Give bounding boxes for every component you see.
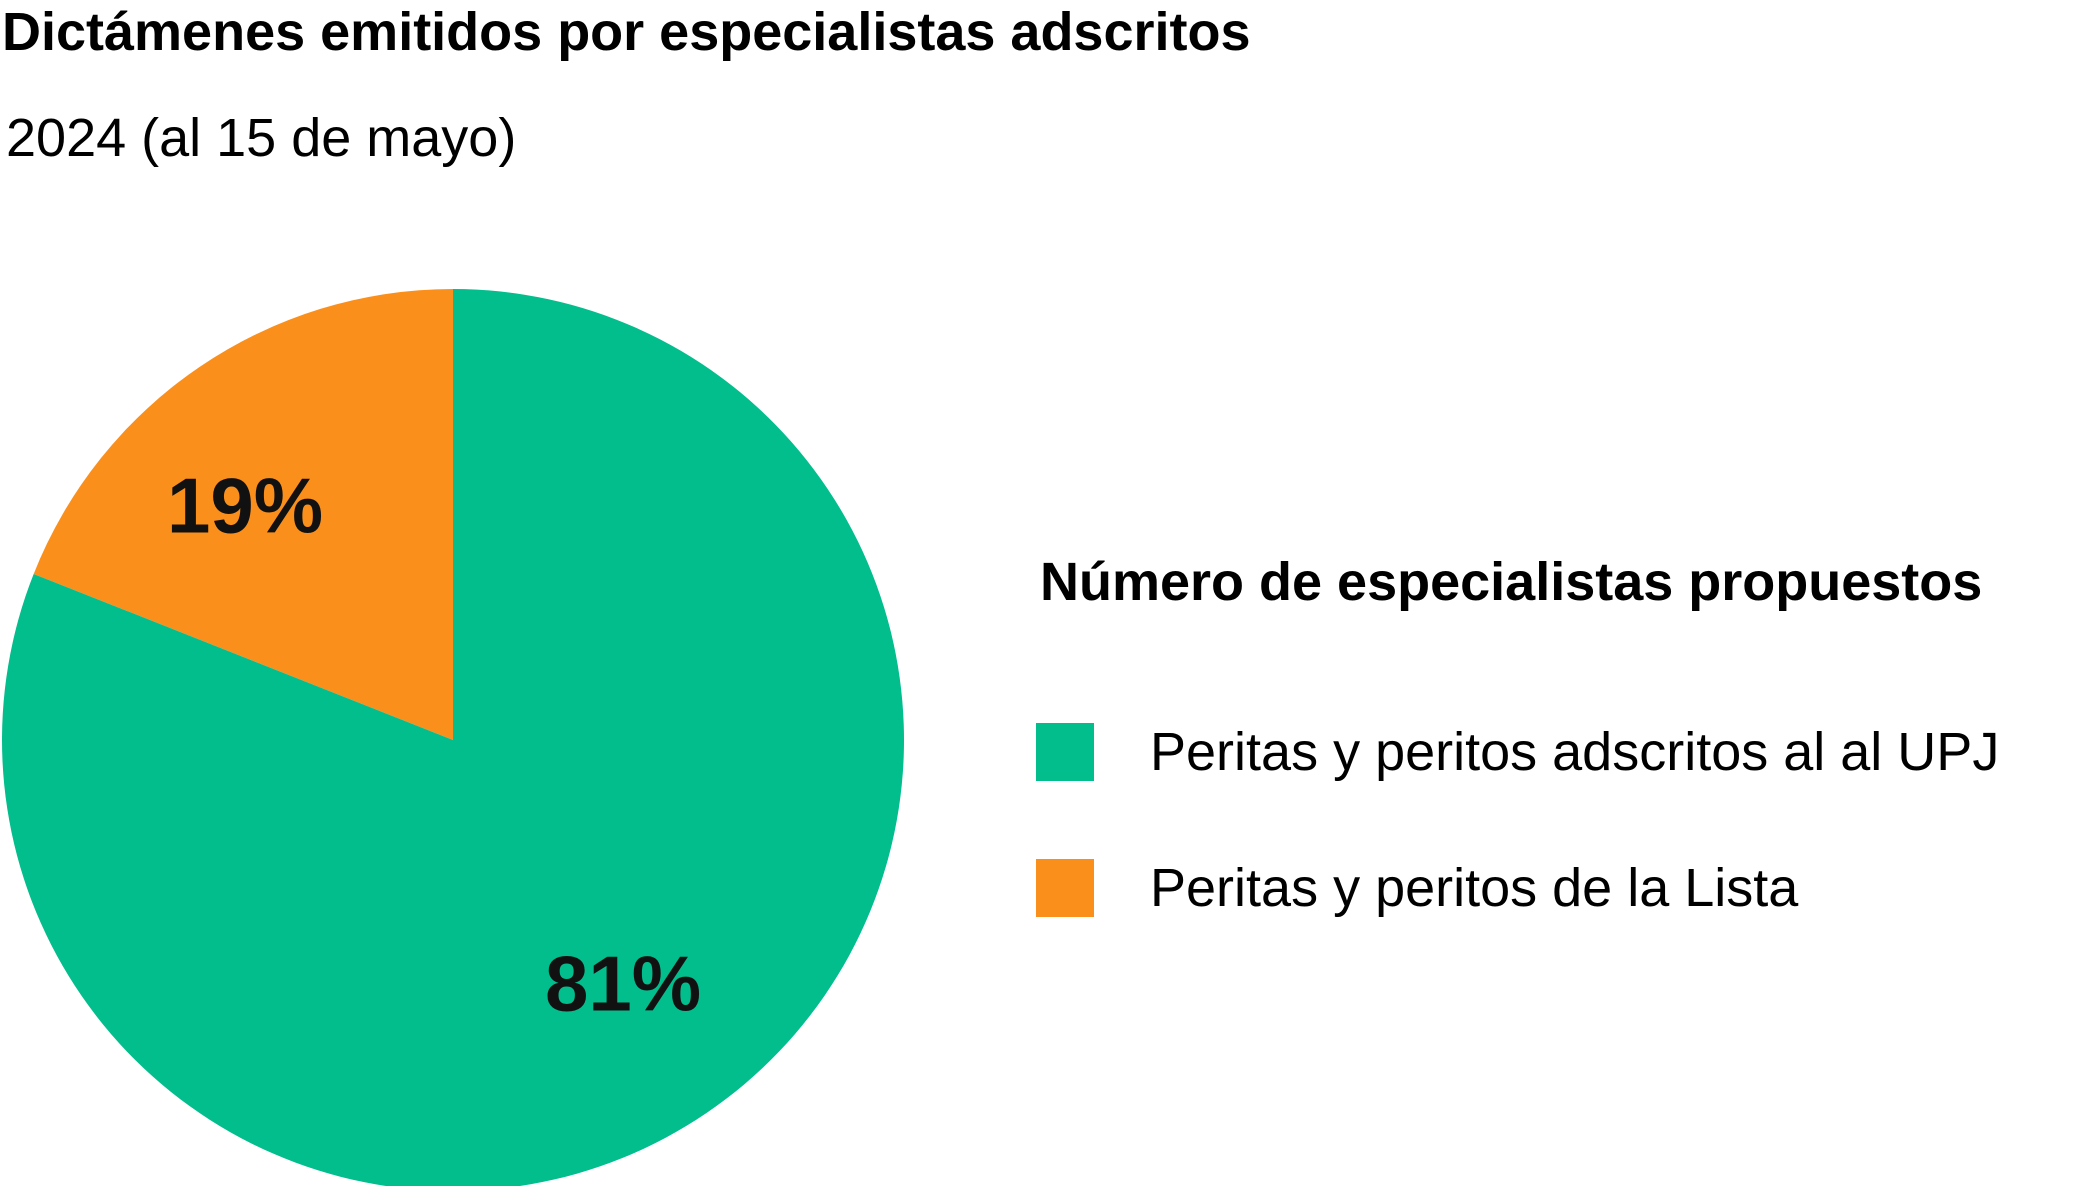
legend-swatch-lista bbox=[1036, 859, 1094, 917]
legend-label-upj: Peritas y peritos adscritos al al UPJ bbox=[1150, 722, 2000, 782]
chart-subtitle: 2024 (al 15 de mayo) bbox=[6, 108, 517, 168]
legend-item-upj: Peritas y peritos adscritos al al UPJ bbox=[1036, 722, 1999, 782]
pie-slice-upj bbox=[2, 289, 904, 1186]
chart-title: Dictámenes emitidos por especialistas ad… bbox=[2, 2, 1251, 62]
legend-title: Número de especialistas propuestos bbox=[1040, 552, 1983, 612]
legend-label-lista: Peritas y peritos de la Lista bbox=[1150, 858, 1799, 918]
legend-item-lista: Peritas y peritos de la Lista bbox=[1036, 858, 1798, 918]
pie-slice-lista bbox=[33, 289, 453, 740]
legend-swatch-upj bbox=[1036, 723, 1094, 781]
slice-label-lista: 19% bbox=[167, 462, 323, 550]
slice-label-upj: 81% bbox=[545, 940, 701, 1028]
